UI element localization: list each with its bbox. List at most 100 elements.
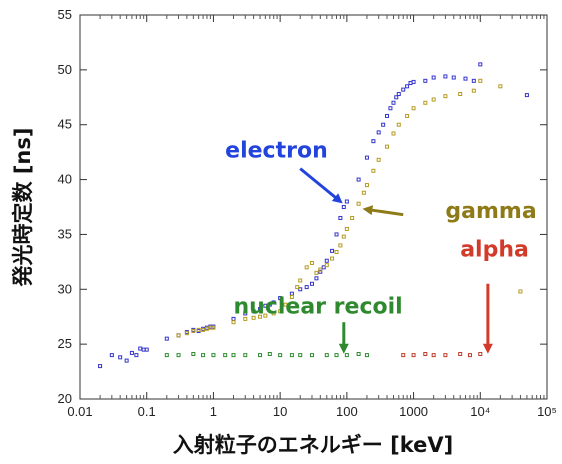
data-point [350, 215, 355, 220]
series-gamma [176, 78, 523, 338]
annotation-gamma: gamma [362, 199, 537, 224]
data-point [344, 199, 349, 204]
data-point [278, 353, 283, 358]
data-point [321, 265, 326, 270]
data-point [431, 353, 436, 358]
data-point [278, 309, 283, 314]
y-tick-label: 20 [58, 391, 72, 406]
data-point [338, 215, 343, 220]
data-point [129, 350, 134, 355]
data-point [243, 353, 248, 358]
data-point [298, 278, 303, 283]
y-tick-label: 35 [58, 226, 72, 241]
series-alpha [401, 352, 483, 358]
data-point [458, 352, 463, 357]
data-point [118, 355, 123, 360]
data-points [98, 62, 529, 369]
data-point [344, 353, 349, 358]
data-point [164, 336, 169, 341]
data-point [524, 93, 529, 98]
data-point [271, 311, 276, 316]
data-point [411, 106, 416, 111]
data-point [243, 316, 248, 321]
x-tick-label: 10 [273, 404, 287, 419]
data-point [371, 139, 376, 144]
data-point [391, 131, 396, 136]
data-point [471, 88, 476, 93]
y-tick-label: 50 [58, 62, 72, 77]
data-point [318, 269, 323, 274]
data-point [411, 79, 416, 84]
plot-frame [79, 14, 548, 400]
data-point [463, 76, 468, 81]
data-point [191, 328, 196, 333]
data-point [283, 302, 288, 307]
series-electron [98, 62, 529, 369]
data-point [304, 265, 309, 270]
data-point [201, 327, 206, 332]
data-point [211, 325, 216, 330]
data-point [394, 95, 399, 100]
data-point [271, 300, 276, 305]
data-point [309, 260, 314, 265]
data-point [330, 256, 335, 261]
data-point [411, 353, 416, 358]
data-point [408, 81, 413, 86]
data-point [467, 353, 472, 358]
data-point [423, 100, 428, 105]
data-point [304, 285, 309, 290]
data-point [423, 352, 428, 357]
data-point [401, 353, 406, 358]
annotation-nuclear-recoil: nuclear recoil [234, 294, 403, 354]
data-point [341, 205, 346, 209]
x-tick-label: 10⁵ [537, 404, 557, 419]
data-point [134, 353, 139, 358]
data-point [109, 353, 114, 358]
x-axis-label: 入射粒子のエネルギー [keV] [173, 433, 453, 457]
y-tick-label: 45 [58, 117, 72, 132]
x-tick-label: 0.1 [138, 404, 156, 419]
data-point [176, 333, 181, 338]
data-point [124, 358, 129, 363]
data-point [231, 353, 236, 358]
data-point [381, 122, 386, 127]
data-point [201, 353, 206, 358]
data-point [330, 248, 335, 253]
data-point [396, 122, 401, 127]
annotation-label: gamma [445, 199, 536, 224]
data-point [251, 309, 256, 314]
data-point [278, 296, 283, 301]
data-point [243, 311, 248, 316]
data-point [258, 314, 263, 319]
data-point [364, 183, 369, 188]
data-point [141, 347, 146, 352]
y-tick-label: 30 [58, 281, 72, 296]
y-tick-label: 25 [58, 336, 72, 351]
data-point [191, 352, 196, 357]
data-point [196, 327, 201, 332]
data-point [289, 353, 294, 358]
data-point [344, 226, 349, 231]
x-tick-label: 0.01 [67, 404, 92, 419]
data-point [471, 78, 476, 83]
x-tick-label: 1 [210, 404, 217, 419]
data-point [518, 289, 523, 294]
data-point [338, 243, 343, 248]
data-point [324, 353, 329, 358]
annotation-electron: electron [225, 139, 343, 204]
x-tick-label: 1000 [399, 404, 428, 419]
data-point [356, 177, 361, 182]
data-point [371, 168, 376, 173]
data-point [478, 352, 483, 357]
data-point [98, 364, 103, 369]
data-point [258, 353, 263, 358]
data-point [478, 62, 483, 67]
data-point [324, 258, 329, 263]
data-point [401, 87, 406, 92]
data-point [318, 267, 323, 272]
data-point [251, 315, 256, 320]
annotation-label: electron [225, 139, 328, 164]
data-point [498, 84, 503, 89]
data-point [314, 270, 319, 275]
